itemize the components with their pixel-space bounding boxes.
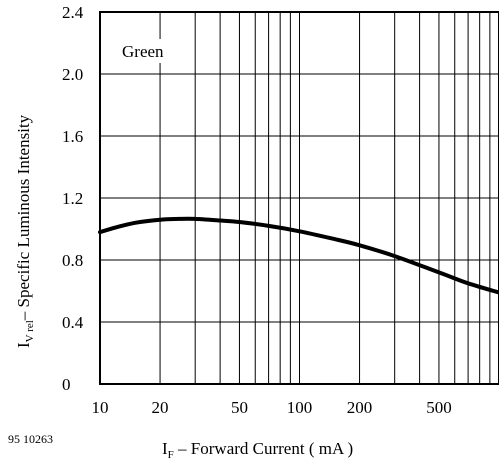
y-tick-labels: 0 0.4 0.8 1.2 1.6 2.0 2.4 xyxy=(62,3,84,394)
annotation-green: Green xyxy=(122,42,164,61)
y-tick-label: 2.0 xyxy=(62,65,83,84)
y-tick-label: 0.8 xyxy=(62,251,83,270)
x-tick-label: 10 xyxy=(92,398,109,417)
annotation-background xyxy=(116,39,174,63)
x-tick-label: 50 xyxy=(231,398,248,417)
y-tick-label: 0 xyxy=(62,375,71,394)
x-tick-label: 200 xyxy=(347,398,373,417)
y-tick-label: 1.2 xyxy=(62,189,83,208)
x-tick-label: 20 xyxy=(152,398,169,417)
x-axis-label: IF – Forward Current ( mA ) xyxy=(162,439,353,461)
plot-frame xyxy=(99,11,499,385)
grid xyxy=(99,12,499,384)
y-tick-label: 0.4 xyxy=(62,313,84,332)
figure-number: 95 10263 xyxy=(8,432,53,446)
y-tick-label: 1.6 xyxy=(62,127,83,146)
data-curve xyxy=(98,216,499,295)
x-tick-labels: 10 20 50 100 200 500 xyxy=(92,398,452,417)
x-tick-label: 500 xyxy=(426,398,452,417)
y-axis-label: IV rel– Specific Luminous Intensity xyxy=(14,114,36,348)
curve-layer xyxy=(98,216,499,295)
y-tick-label: 2.4 xyxy=(62,3,84,22)
x-tick-label: 100 xyxy=(287,398,313,417)
